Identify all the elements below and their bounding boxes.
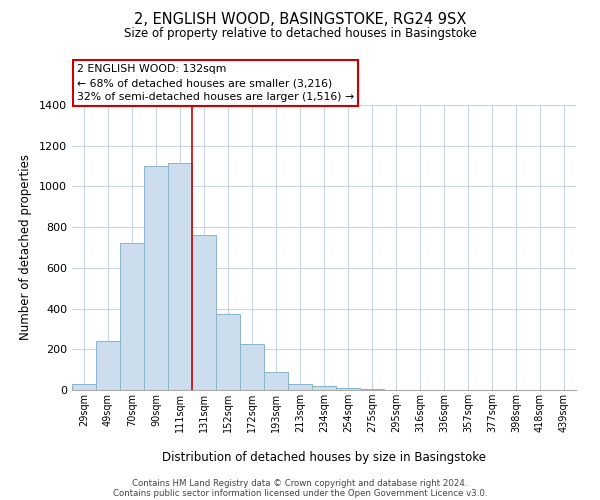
Bar (240, 344, 264, 390)
Text: Distribution of detached houses by size in Basingstoke: Distribution of detached houses by size … (162, 451, 486, 464)
Text: 2 ENGLISH WOOD: 132sqm
← 68% of detached houses are smaller (3,216)
32% of semi-: 2 ENGLISH WOOD: 132sqm ← 68% of detached… (77, 64, 354, 102)
Bar (312, 386, 336, 390)
Y-axis label: Number of detached properties: Number of detached properties (19, 154, 32, 340)
Bar (336, 388, 360, 390)
Text: 2, ENGLISH WOOD, BASINGSTOKE, RG24 9SX: 2, ENGLISH WOOD, BASINGSTOKE, RG24 9SX (134, 12, 466, 28)
Bar (72, 384, 96, 390)
Text: Contains public sector information licensed under the Open Government Licence v3: Contains public sector information licen… (113, 490, 487, 498)
Bar (264, 372, 288, 390)
Bar (96, 341, 120, 390)
Bar (216, 314, 240, 390)
Bar (192, 236, 216, 390)
Text: Contains HM Land Registry data © Crown copyright and database right 2024.: Contains HM Land Registry data © Crown c… (132, 480, 468, 488)
Bar (168, 163, 192, 390)
Bar (120, 244, 144, 390)
Bar (144, 166, 168, 390)
Bar (360, 389, 384, 390)
Text: Size of property relative to detached houses in Basingstoke: Size of property relative to detached ho… (124, 28, 476, 40)
Bar (288, 384, 312, 390)
